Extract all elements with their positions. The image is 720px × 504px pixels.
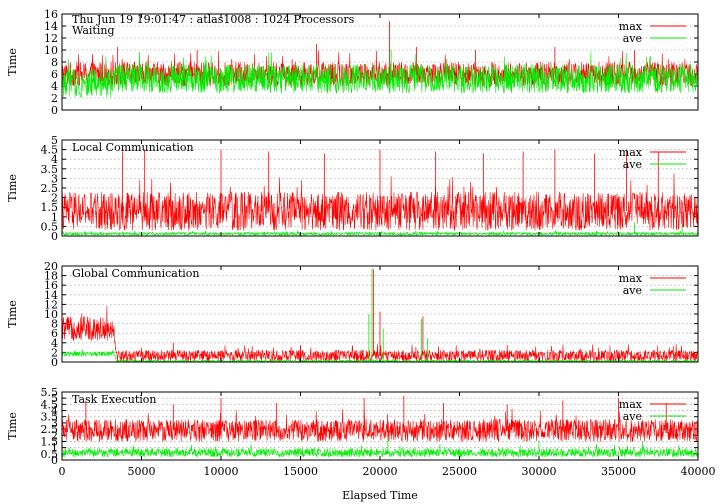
y-tick-label: 2 (51, 192, 58, 205)
y-tick-label: 6 (51, 327, 58, 340)
y-axis-label: Time (6, 174, 19, 202)
y-tick-label: 2.5 (41, 423, 59, 436)
y-tick-label: 14 (44, 289, 58, 302)
waiting-annotation: Waiting (72, 24, 115, 37)
y-tick-label: 1 (51, 442, 58, 455)
legend-label-max: max (619, 398, 643, 411)
y-axis-label: Time (6, 300, 19, 328)
y-axis-label: Time (6, 48, 19, 76)
local-communication-annotation: Local Communication (72, 141, 194, 154)
waiting-series-ave (61, 51, 699, 98)
y-tick-label: 4 (51, 80, 58, 93)
y-tick-label: 12 (44, 298, 58, 311)
y-tick-label: 5 (51, 392, 58, 405)
x-tick-label: 25000 (442, 465, 477, 478)
y-tick-label: 8 (51, 56, 58, 69)
y-tick-label: 4 (51, 405, 58, 418)
y-tick-label: 1.5 (41, 435, 59, 448)
y-tick-label: 10 (44, 44, 58, 57)
y-tick-label: 0 (51, 356, 58, 369)
y-tick-label: 4.5 (41, 144, 59, 157)
legend-label-max: max (619, 20, 643, 33)
y-tick-label: 0.5 (41, 220, 59, 233)
x-tick-label: 20000 (363, 465, 398, 478)
y-tick-label: 0 (51, 230, 58, 243)
y-tick-label: 4 (51, 153, 58, 166)
legend-label-max: max (619, 146, 643, 159)
task-execution-series-ave (61, 443, 699, 458)
y-tick-label: 1 (51, 211, 58, 224)
x-tick-label: 40000 (681, 465, 716, 478)
legend-label-ave: ave (623, 158, 642, 171)
y-tick-label: 0.5 (41, 448, 59, 461)
x-tick-label: 35000 (601, 465, 636, 478)
y-tick-label: 4 (51, 337, 58, 350)
y-tick-label: 16 (44, 279, 58, 292)
task-execution-series-max (61, 408, 699, 442)
y-tick-label: 5.5 (41, 386, 59, 399)
y-tick-label: 10 (44, 308, 58, 321)
y-tick-label: 0 (51, 454, 58, 467)
y-tick-label: 20 (44, 260, 58, 273)
legend-label-max: max (619, 272, 643, 285)
task-execution-annotation: Task Execution (72, 393, 156, 406)
x-tick-label: 30000 (522, 465, 557, 478)
x-tick-label: 15000 (283, 465, 318, 478)
y-tick-label: 3.5 (41, 411, 59, 424)
local-communication-panel: 00.511.522.533.544.55 Local Communication… (6, 134, 699, 243)
y-tick-label: 14 (44, 20, 58, 33)
x-tick-label: 5000 (128, 465, 156, 478)
y-tick-label: 2 (51, 92, 58, 105)
y-tick-label: 6 (51, 68, 58, 81)
y-tick-label: 3 (51, 417, 58, 430)
y-tick-label: 5 (51, 134, 58, 147)
legend-label-ave: ave (623, 32, 642, 45)
legend-label-ave: ave (623, 284, 642, 297)
global-communication-annotation: Global Communication (72, 267, 200, 280)
x-tick-label: 0 (59, 465, 66, 478)
x-axis-label: Elapsed Time (342, 489, 418, 502)
task-execution-panel: 00.511.522.533.544.555.5 0 5000 10000 15000 2… (6, 386, 716, 478)
y-tick-label: 12 (44, 32, 58, 45)
y-tick-label: 18 (44, 270, 58, 283)
y-tick-label: 0 (51, 104, 58, 117)
chart-title: Thu Jun 19 19:01:47 : atlas1008 : 1024 P… (72, 13, 355, 26)
y-tick-label: 3.5 (41, 163, 59, 176)
y-tick-label: 16 (44, 8, 58, 21)
y-tick-label: 2 (51, 346, 58, 359)
y-tick-label: 2 (51, 429, 58, 442)
x-tick-label: 10000 (204, 465, 239, 478)
y-tick-label: 2.5 (41, 182, 59, 195)
y-tick-label: 4.5 (41, 398, 59, 411)
y-tick-label: 8 (51, 318, 58, 331)
y-tick-label: 1.5 (41, 201, 59, 214)
y-axis-label: Time (6, 412, 19, 440)
legend-label-ave: ave (623, 410, 642, 423)
y-tick-label: 3 (51, 172, 58, 185)
